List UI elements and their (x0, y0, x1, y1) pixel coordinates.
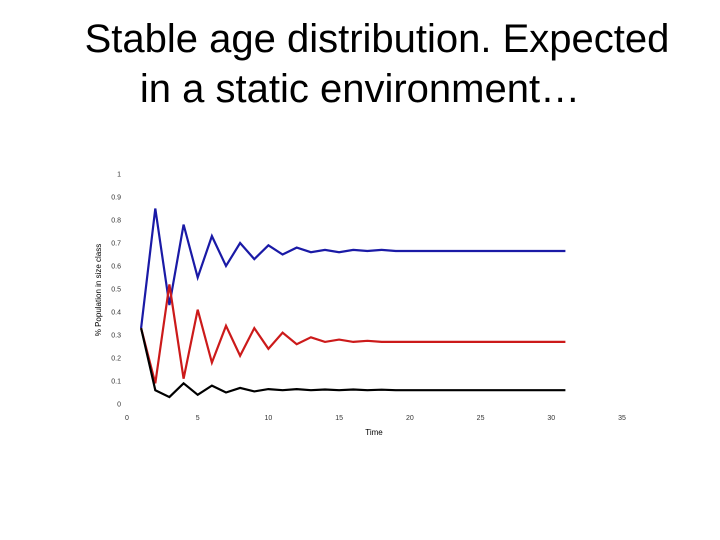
y-tick-label: 0.5 (111, 287, 121, 294)
y-tick-label: 0.2 (111, 356, 121, 363)
series-line-2 (140, 284, 566, 384)
series-line-1 (140, 208, 566, 329)
y-tick-label: 0.1 (111, 379, 121, 386)
x-axis-title: Time (365, 428, 383, 437)
y-tick-label: 0.8 (111, 218, 121, 225)
x-tick-label: 20 (406, 415, 414, 422)
x-tick-label: 35 (618, 415, 626, 422)
y-tick-label: 1 (117, 172, 121, 179)
y-tick-label: 0.7 (111, 241, 121, 248)
x-tick-label: 30 (547, 415, 555, 422)
y-tick-label: 0.4 (111, 310, 121, 317)
x-tick-label: 5 (196, 415, 200, 422)
x-tick-label: 15 (335, 415, 343, 422)
slide-title-line-2: in a static environment… (139, 67, 581, 111)
y-tick-label: 0.6 (111, 264, 121, 271)
y-tick-label: 0.3 (111, 333, 121, 340)
y-tick-label: 0.9 (111, 195, 121, 202)
slide-title: Stable age distribution. Expected in a s… (0, 14, 720, 114)
y-axis-title: % Population in size class (94, 244, 103, 337)
x-tick-label: 10 (265, 415, 273, 422)
tick-labels: 00.10.20.30.40.50.60.70.80.910 5 10 15 20 25 3… (111, 172, 626, 423)
x-tick-label: 0 (125, 415, 129, 422)
series-line-3 (140, 327, 566, 399)
x-tick-label: 25 (477, 415, 485, 422)
y-tick-label: 0 (117, 402, 121, 409)
slide-title-line-1: Stable age distribution. Expected (84, 17, 670, 61)
series-lines (140, 208, 566, 399)
